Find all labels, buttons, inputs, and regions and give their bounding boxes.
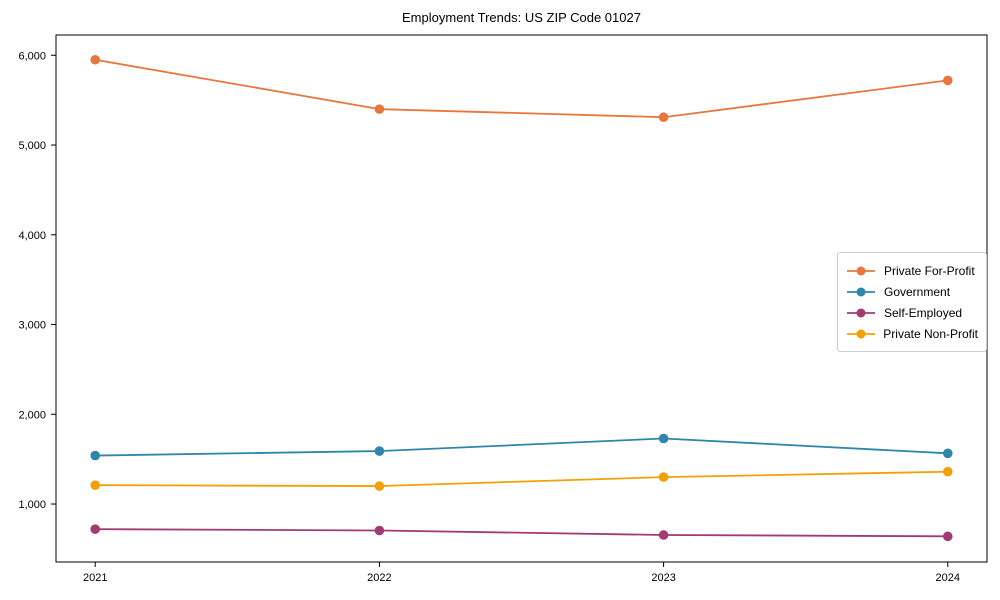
legend: Private For-Profit Government Self-Emplo… — [837, 252, 987, 352]
data-point-government-2024 — [942, 448, 953, 459]
data-point-self-employed-2023 — [658, 530, 669, 540]
line-marker-icon — [847, 287, 875, 296]
series-line-private-non-profit — [95, 470, 948, 487]
x-tick-label: 2022 — [367, 572, 391, 584]
plot-frame — [55, 34, 988, 563]
data-point-government-2022 — [374, 446, 385, 456]
data-point-private-for-profit-2021 — [90, 54, 101, 65]
data-point-private-non-profit-2021 — [90, 480, 101, 490]
x-tick-label: 2024 — [936, 572, 960, 584]
y-tick-label: 5,000 — [18, 140, 46, 152]
data-point-self-employed-2021 — [90, 524, 101, 534]
data-point-private-for-profit-2023 — [658, 112, 669, 123]
legend-item-private-for-profit: Private For-Profit — [846, 260, 978, 281]
series-line-government — [95, 437, 948, 457]
line-marker-icon — [847, 308, 875, 317]
data-point-private-non-profit-2023 — [658, 472, 669, 482]
line-marker-icon — [847, 266, 875, 275]
data-point-self-employed-2022 — [374, 525, 385, 536]
legend-item-government: Government — [846, 281, 978, 302]
data-point-private-non-profit-2024 — [942, 466, 953, 477]
legend-item-self-employed: Self-Employed — [846, 302, 978, 323]
series-line-private-for-profit — [95, 58, 948, 119]
data-point-private-for-profit-2024 — [942, 75, 953, 86]
legend-label: Private Non-Profit — [883, 326, 978, 341]
legend-label: Government — [884, 284, 951, 299]
y-tick-label: 2,000 — [18, 409, 46, 421]
x-tick-label: 2021 — [83, 572, 107, 584]
data-point-government-2023 — [658, 433, 669, 444]
chart-title: Employment Trends: US ZIP Code 01027 — [402, 10, 641, 25]
y-tick-label: 1,000 — [18, 499, 46, 511]
data-point-private-non-profit-2022 — [374, 481, 385, 491]
line-marker-icon — [847, 329, 875, 338]
legend-label: Private For-Profit — [884, 263, 975, 278]
y-tick-label: 6,000 — [18, 50, 46, 62]
legend-label: Self-Employed — [884, 305, 963, 320]
x-tick-label: 2023 — [651, 572, 675, 584]
y-tick-label: 4,000 — [18, 230, 46, 242]
data-point-government-2021 — [90, 450, 101, 461]
legend-item-private-non-profit: Private Non-Profit — [846, 323, 978, 344]
series-line-self-employed — [95, 528, 948, 538]
data-point-private-for-profit-2022 — [374, 104, 385, 114]
y-tick-label: 3,000 — [18, 320, 46, 332]
data-point-self-employed-2024 — [942, 531, 953, 542]
